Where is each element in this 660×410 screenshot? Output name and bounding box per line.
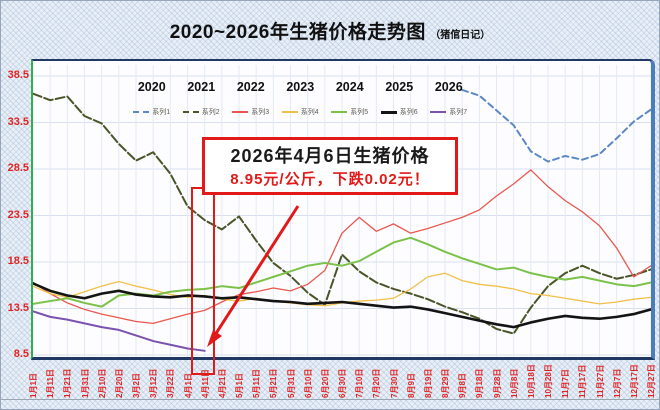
y-tick-label: 28.5 <box>7 162 29 174</box>
x-tick-label: 1月1日 <box>29 373 38 398</box>
x-tick-label: 12月17日 <box>629 364 639 398</box>
series-line-2020 <box>461 88 651 163</box>
legend-year-2021: 2021 <box>187 80 216 94</box>
legend-item-系列6: 系列6 <box>375 107 425 117</box>
x-tick-label: 9月8日 <box>458 373 468 398</box>
x-tick-label: 8月29日 <box>441 368 450 398</box>
chart-title: 2020~2026年生猪价格走势图 （猪倌日记） <box>1 17 659 44</box>
legend-marker-2026 <box>430 111 447 113</box>
y-tick-label: 38.5 <box>7 69 29 81</box>
plot-area <box>31 59 655 360</box>
x-tick-label: 8月19日 <box>423 368 433 398</box>
y-tick-label: 18.5 <box>7 255 29 267</box>
legend-item-系列4: 系列4 <box>276 107 326 117</box>
series-line-2025 <box>33 282 651 329</box>
legend-series-row: 系列1 系列2 系列3 系列4 系列5 系列6 系列7 <box>127 107 474 117</box>
y-tick-label: 8.5 <box>13 348 29 360</box>
x-tick-label: 3月12日 <box>149 368 159 398</box>
legend-year-2023: 2023 <box>286 80 315 94</box>
y-tick-label: 13.5 <box>7 301 29 314</box>
legend-marker-2021 <box>182 111 199 113</box>
x-tick-label: 2月20日 <box>114 368 124 398</box>
x-tick-label: 12月27日 <box>647 364 656 398</box>
x-tick-label: 10月28日 <box>544 364 553 398</box>
legend-item-系列2: 系列2 <box>177 107 227 117</box>
x-tick-label: 3月22日 <box>166 368 176 398</box>
highlight-rectangle <box>191 187 215 375</box>
x-tick-label: 7月10日 <box>355 368 365 398</box>
legend-item-系列3: 系列3 <box>226 107 276 117</box>
legend-label: 系列6 <box>399 109 418 116</box>
x-tick-label: 1月11日 <box>46 369 56 398</box>
x-tick-label: 6月10日 <box>303 368 313 398</box>
y-tick-label: 23.5 <box>7 208 29 221</box>
x-tick-label: 5月11日 <box>252 369 262 398</box>
x-tick-label: 5月1日 <box>235 373 244 398</box>
x-tick-label: 1月31日 <box>80 368 90 398</box>
legend-item-系列1: 系列1 <box>127 107 177 117</box>
legend-label: 系列3 <box>251 109 270 116</box>
series-line-2021 <box>33 92 651 335</box>
x-tick-label: 8月9日 <box>406 373 416 398</box>
series-line-2022 <box>33 169 651 325</box>
legend-item-系列5: 系列5 <box>325 107 375 117</box>
legend-year-2024: 2024 <box>335 80 364 94</box>
x-tick-label: 11月7日 <box>561 369 571 398</box>
series-line-2026 <box>33 310 206 352</box>
legend-year-2025: 2025 <box>385 80 414 94</box>
x-tick-label: 11月27日 <box>595 364 605 398</box>
legend-marker-2024 <box>331 111 348 113</box>
series-plot-svg <box>33 65 651 357</box>
legend-label: 系列5 <box>350 109 369 116</box>
x-tick-label: 10月8日 <box>509 368 519 398</box>
legend-marker-2023 <box>281 111 298 113</box>
x-tick-label: 11月17日 <box>578 364 588 398</box>
legend-marker-2025 <box>380 110 397 114</box>
annotation-date-text: 2026年4月6日生猪价格 <box>230 146 430 166</box>
legend-years-row: 2020 2021 2022 2023 2024 2025 2026 <box>127 80 474 94</box>
legend-year-2020: 2020 <box>137 80 166 94</box>
legend-label: 系列7 <box>449 109 468 116</box>
chart-title-text: 2020~2026年生猪价格走势图 <box>169 22 426 43</box>
legend-label: 系列1 <box>152 109 171 116</box>
x-tick-label: 7月30日 <box>389 368 399 398</box>
annotation-price-text: 8.95元/公斤，下跌0.02元！ <box>230 171 430 188</box>
legend-label: 系列4 <box>300 109 319 116</box>
bottom-divider <box>1 399 659 400</box>
x-tick-label: 12月7日 <box>612 368 622 398</box>
legend-label: 系列2 <box>201 109 220 116</box>
x-tick-label: 9月18日 <box>475 368 485 398</box>
legend-marker-2022 <box>232 111 249 113</box>
x-tick-label: 1月21日 <box>63 368 73 398</box>
x-tick-label: 9月28日 <box>492 368 502 398</box>
chart-title-suffix: （猪倌日记） <box>430 30 491 41</box>
legend-year-2022: 2022 <box>236 80 265 94</box>
x-tick-label: 6月30日 <box>338 368 347 398</box>
x-tick-label: 6月20日 <box>320 368 330 398</box>
x-tick-label: 5月21日 <box>269 368 279 398</box>
legend-year-2026: 2026 <box>434 80 463 94</box>
x-tick-label: 2月10日 <box>97 368 107 398</box>
x-tick-label: 3月2日 <box>132 373 141 398</box>
y-tick-label: 33.5 <box>7 115 29 128</box>
legend-marker-2020 <box>133 111 150 113</box>
x-tick-label: 7月20日 <box>372 368 382 398</box>
x-tick-label: 4月21日 <box>217 368 227 398</box>
x-tick-label: 5月31日 <box>286 368 296 398</box>
x-tick-label: 10月18日 <box>526 364 536 398</box>
price-annotation-box: 2026年4月6日生猪价格 8.95元/公斤，下跌0.02元！ <box>202 137 458 195</box>
legend-item-系列7: 系列7 <box>424 107 474 117</box>
